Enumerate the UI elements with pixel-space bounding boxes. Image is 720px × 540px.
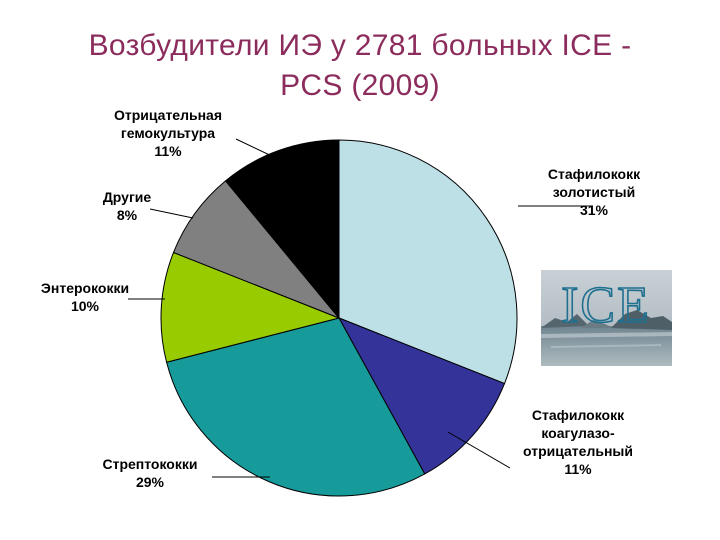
slice-label-1: Стафилококк золотистый 31%	[548, 166, 641, 218]
slice-label-4-line-1: Энтерококки	[41, 280, 129, 296]
slice-label-2-line-1: Стафилококк	[532, 407, 625, 423]
slice-label-2: Стафилококк коагулазо-отрицательный 11%	[523, 407, 633, 477]
slice-label-1-line-3: 31%	[580, 202, 609, 218]
slice-label-6-line-1: Отрицательная	[114, 107, 222, 123]
leader-line-6	[235, 138, 281, 161]
slice-label-6-line-2: гемокультура	[121, 125, 215, 141]
ice-logo-text: ICE	[561, 277, 651, 334]
pie-slice-3	[165, 317, 426, 497]
pie-slice-1	[338, 139, 518, 385]
slice-label-1-line-2: золотистый	[553, 184, 635, 200]
slice-label-3: Стрептококки 29%	[103, 456, 198, 490]
slice-label-5-line-2: 8%	[117, 207, 138, 223]
slice-label-5: Другие 8%	[103, 189, 152, 223]
slice-label-3-line-1: Стрептококки	[103, 456, 198, 472]
slice-label-4: Энтерококки 10%	[41, 280, 129, 314]
pie-slices	[160, 139, 518, 497]
slice-label-5-line-1: Другие	[103, 189, 152, 205]
slice-label-2-line-3: отрицательный	[523, 443, 633, 459]
slide-title-line-2: PCS (2009)	[280, 69, 440, 102]
pie-slice-4	[160, 251, 341, 363]
slice-label-2-line-2: коагулазо-	[541, 425, 615, 441]
pie-slice-6	[224, 139, 340, 320]
slice-label-3-line-2: 29%	[136, 474, 165, 490]
leader-line-2	[447, 431, 511, 469]
pie-slice-2	[337, 317, 506, 475]
slice-label-6-line-3: 11%	[154, 143, 182, 159]
slice-label-2-line-4: 11%	[564, 461, 592, 477]
slice-label-4-line-2: 10%	[71, 298, 100, 314]
pie-slice-5	[172, 180, 340, 319]
slice-label-6: Отрицательная гемокультура 11%	[114, 107, 222, 159]
slide-title-line-1: Возбудители ИЭ у 2781 больных ICE -	[88, 29, 632, 62]
slice-label-1-line-1: Стафилококк	[548, 166, 641, 182]
ice-logo: ICE	[541, 270, 672, 366]
slide-title: Возбудители ИЭ у 2781 больных ICE - PCS …	[20, 26, 700, 106]
leader-line-5	[149, 208, 194, 219]
